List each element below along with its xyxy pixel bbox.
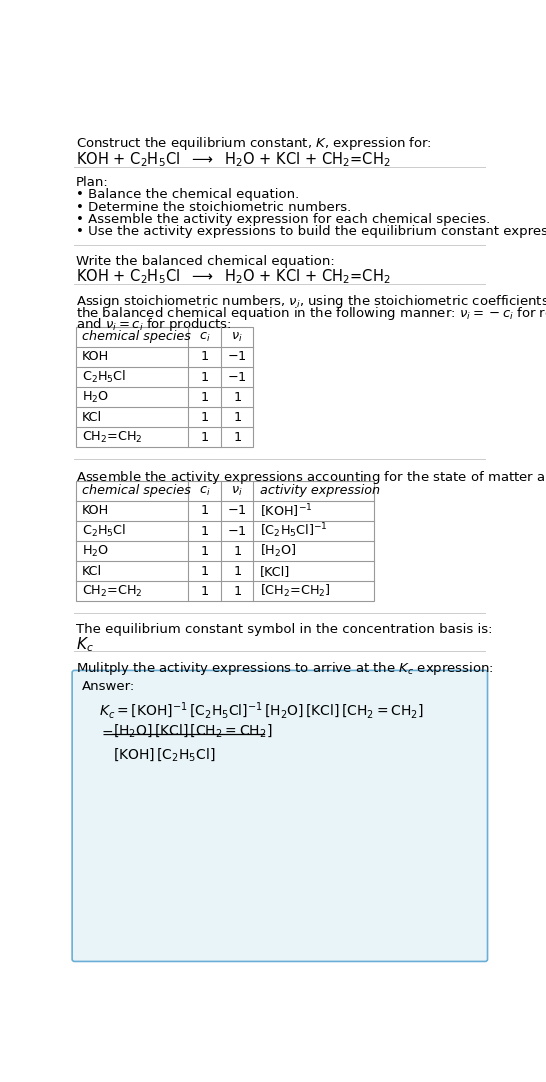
Text: Write the balanced chemical equation:: Write the balanced chemical equation:	[76, 254, 335, 267]
Bar	[76, 481, 373, 602]
Text: The equilibrium constant symbol in the concentration basis is:: The equilibrium constant symbol in the c…	[76, 622, 492, 635]
Text: Construct the equilibrium constant, $K$, expression for:: Construct the equilibrium constant, $K$,…	[76, 135, 432, 153]
Text: $=$: $=$	[99, 726, 114, 740]
Text: $-1$: $-1$	[227, 504, 247, 517]
Text: 1: 1	[200, 504, 209, 517]
Text: 1: 1	[233, 391, 241, 404]
Text: $-1$: $-1$	[227, 525, 247, 538]
Text: 1: 1	[200, 525, 209, 538]
Text: $-1$: $-1$	[227, 370, 247, 383]
Text: the balanced chemical equation in the following manner: $\nu_i = -c_i$ for react: the balanced chemical equation in the fo…	[76, 305, 546, 321]
Text: KOH + C$_2$H$_5$Cl  $\longrightarrow$  H$_2$O + KCl + CH$_2$=CH$_2$: KOH + C$_2$H$_5$Cl $\longrightarrow$ H$_…	[76, 267, 390, 286]
Text: $[\mathrm{KOH}]\,[\mathrm{C_2H_5Cl}]$: $[\mathrm{KOH}]\,[\mathrm{C_2H_5Cl}]$	[113, 747, 216, 764]
Text: 1: 1	[233, 431, 241, 444]
Text: 1: 1	[200, 351, 209, 364]
Text: 1: 1	[233, 584, 241, 597]
Text: • Assemble the activity expression for each chemical species.: • Assemble the activity expression for e…	[76, 213, 490, 226]
Bar	[76, 327, 253, 447]
Text: 1: 1	[200, 565, 209, 578]
Text: 1: 1	[200, 544, 209, 557]
Text: [KOH]$^{-1}$: [KOH]$^{-1}$	[260, 502, 312, 519]
Text: KOH: KOH	[82, 351, 109, 364]
Text: $c_i$: $c_i$	[199, 330, 210, 343]
Text: $K_c = [\mathrm{KOH}]^{-1}\,[\mathrm{C_2H_5Cl}]^{-1}\,[\mathrm{H_2O}]\,[\mathrm{: $K_c = [\mathrm{KOH}]^{-1}\,[\mathrm{C_2…	[99, 700, 424, 721]
Text: Plan:: Plan:	[76, 176, 109, 189]
FancyBboxPatch shape	[72, 671, 488, 962]
Text: • Use the activity expressions to build the equilibrium constant expression.: • Use the activity expressions to build …	[76, 225, 546, 238]
Text: CH$_2$=CH$_2$: CH$_2$=CH$_2$	[82, 430, 143, 445]
Text: 1: 1	[200, 410, 209, 423]
Text: chemical species: chemical species	[82, 485, 191, 498]
Text: $c_i$: $c_i$	[199, 485, 210, 498]
Text: H$_2$O: H$_2$O	[82, 390, 109, 405]
Text: 1: 1	[233, 565, 241, 578]
Text: KOH: KOH	[82, 504, 109, 517]
Text: $\nu_i$: $\nu_i$	[232, 485, 243, 498]
Text: activity expression: activity expression	[260, 485, 380, 498]
Text: Assemble the activity expressions accounting for the state of matter and $\nu_i$: Assemble the activity expressions accoun…	[76, 469, 546, 486]
Text: C$_2$H$_5$Cl: C$_2$H$_5$Cl	[82, 369, 126, 385]
Text: 1: 1	[200, 431, 209, 444]
Text: $[\mathrm{H_2O}]\,[\mathrm{KCl}]\,[\mathrm{CH_2{=}CH_2}]$: $[\mathrm{H_2O}]\,[\mathrm{KCl}]\,[\math…	[113, 722, 272, 739]
Text: Answer:: Answer:	[82, 681, 135, 694]
Text: KCl: KCl	[82, 410, 102, 423]
Text: 1: 1	[233, 544, 241, 557]
Text: 1: 1	[200, 391, 209, 404]
Text: 1: 1	[200, 584, 209, 597]
Text: 1: 1	[233, 410, 241, 423]
Text: $K_c$: $K_c$	[76, 636, 94, 655]
Text: KCl: KCl	[82, 565, 102, 578]
Text: $\nu_i$: $\nu_i$	[232, 330, 243, 343]
Text: chemical species: chemical species	[82, 330, 191, 343]
Text: H$_2$O: H$_2$O	[82, 543, 109, 558]
Text: Mulitply the activity expressions to arrive at the $K_c$ expression:: Mulitply the activity expressions to arr…	[76, 660, 494, 677]
Text: [H$_2$O]: [H$_2$O]	[260, 543, 296, 559]
Text: • Balance the chemical equation.: • Balance the chemical equation.	[76, 188, 299, 201]
Text: $-1$: $-1$	[227, 351, 247, 364]
Text: and $\nu_i = c_i$ for products:: and $\nu_i = c_i$ for products:	[76, 316, 232, 333]
Text: CH$_2$=CH$_2$: CH$_2$=CH$_2$	[82, 583, 143, 598]
Text: KOH + C$_2$H$_5$Cl  $\longrightarrow$  H$_2$O + KCl + CH$_2$=CH$_2$: KOH + C$_2$H$_5$Cl $\longrightarrow$ H$_…	[76, 150, 390, 169]
Text: Assign stoichiometric numbers, $\nu_i$, using the stoichiometric coefficients, $: Assign stoichiometric numbers, $\nu_i$, …	[76, 293, 546, 311]
Text: • Determine the stoichiometric numbers.: • Determine the stoichiometric numbers.	[76, 200, 351, 213]
Text: [CH$_2$=CH$_2$]: [CH$_2$=CH$_2$]	[260, 583, 330, 599]
Text: [C$_2$H$_5$Cl]$^{-1}$: [C$_2$H$_5$Cl]$^{-1}$	[260, 522, 328, 540]
Text: [KCl]: [KCl]	[260, 565, 290, 578]
Text: C$_2$H$_5$Cl: C$_2$H$_5$Cl	[82, 523, 126, 539]
Text: 1: 1	[200, 370, 209, 383]
